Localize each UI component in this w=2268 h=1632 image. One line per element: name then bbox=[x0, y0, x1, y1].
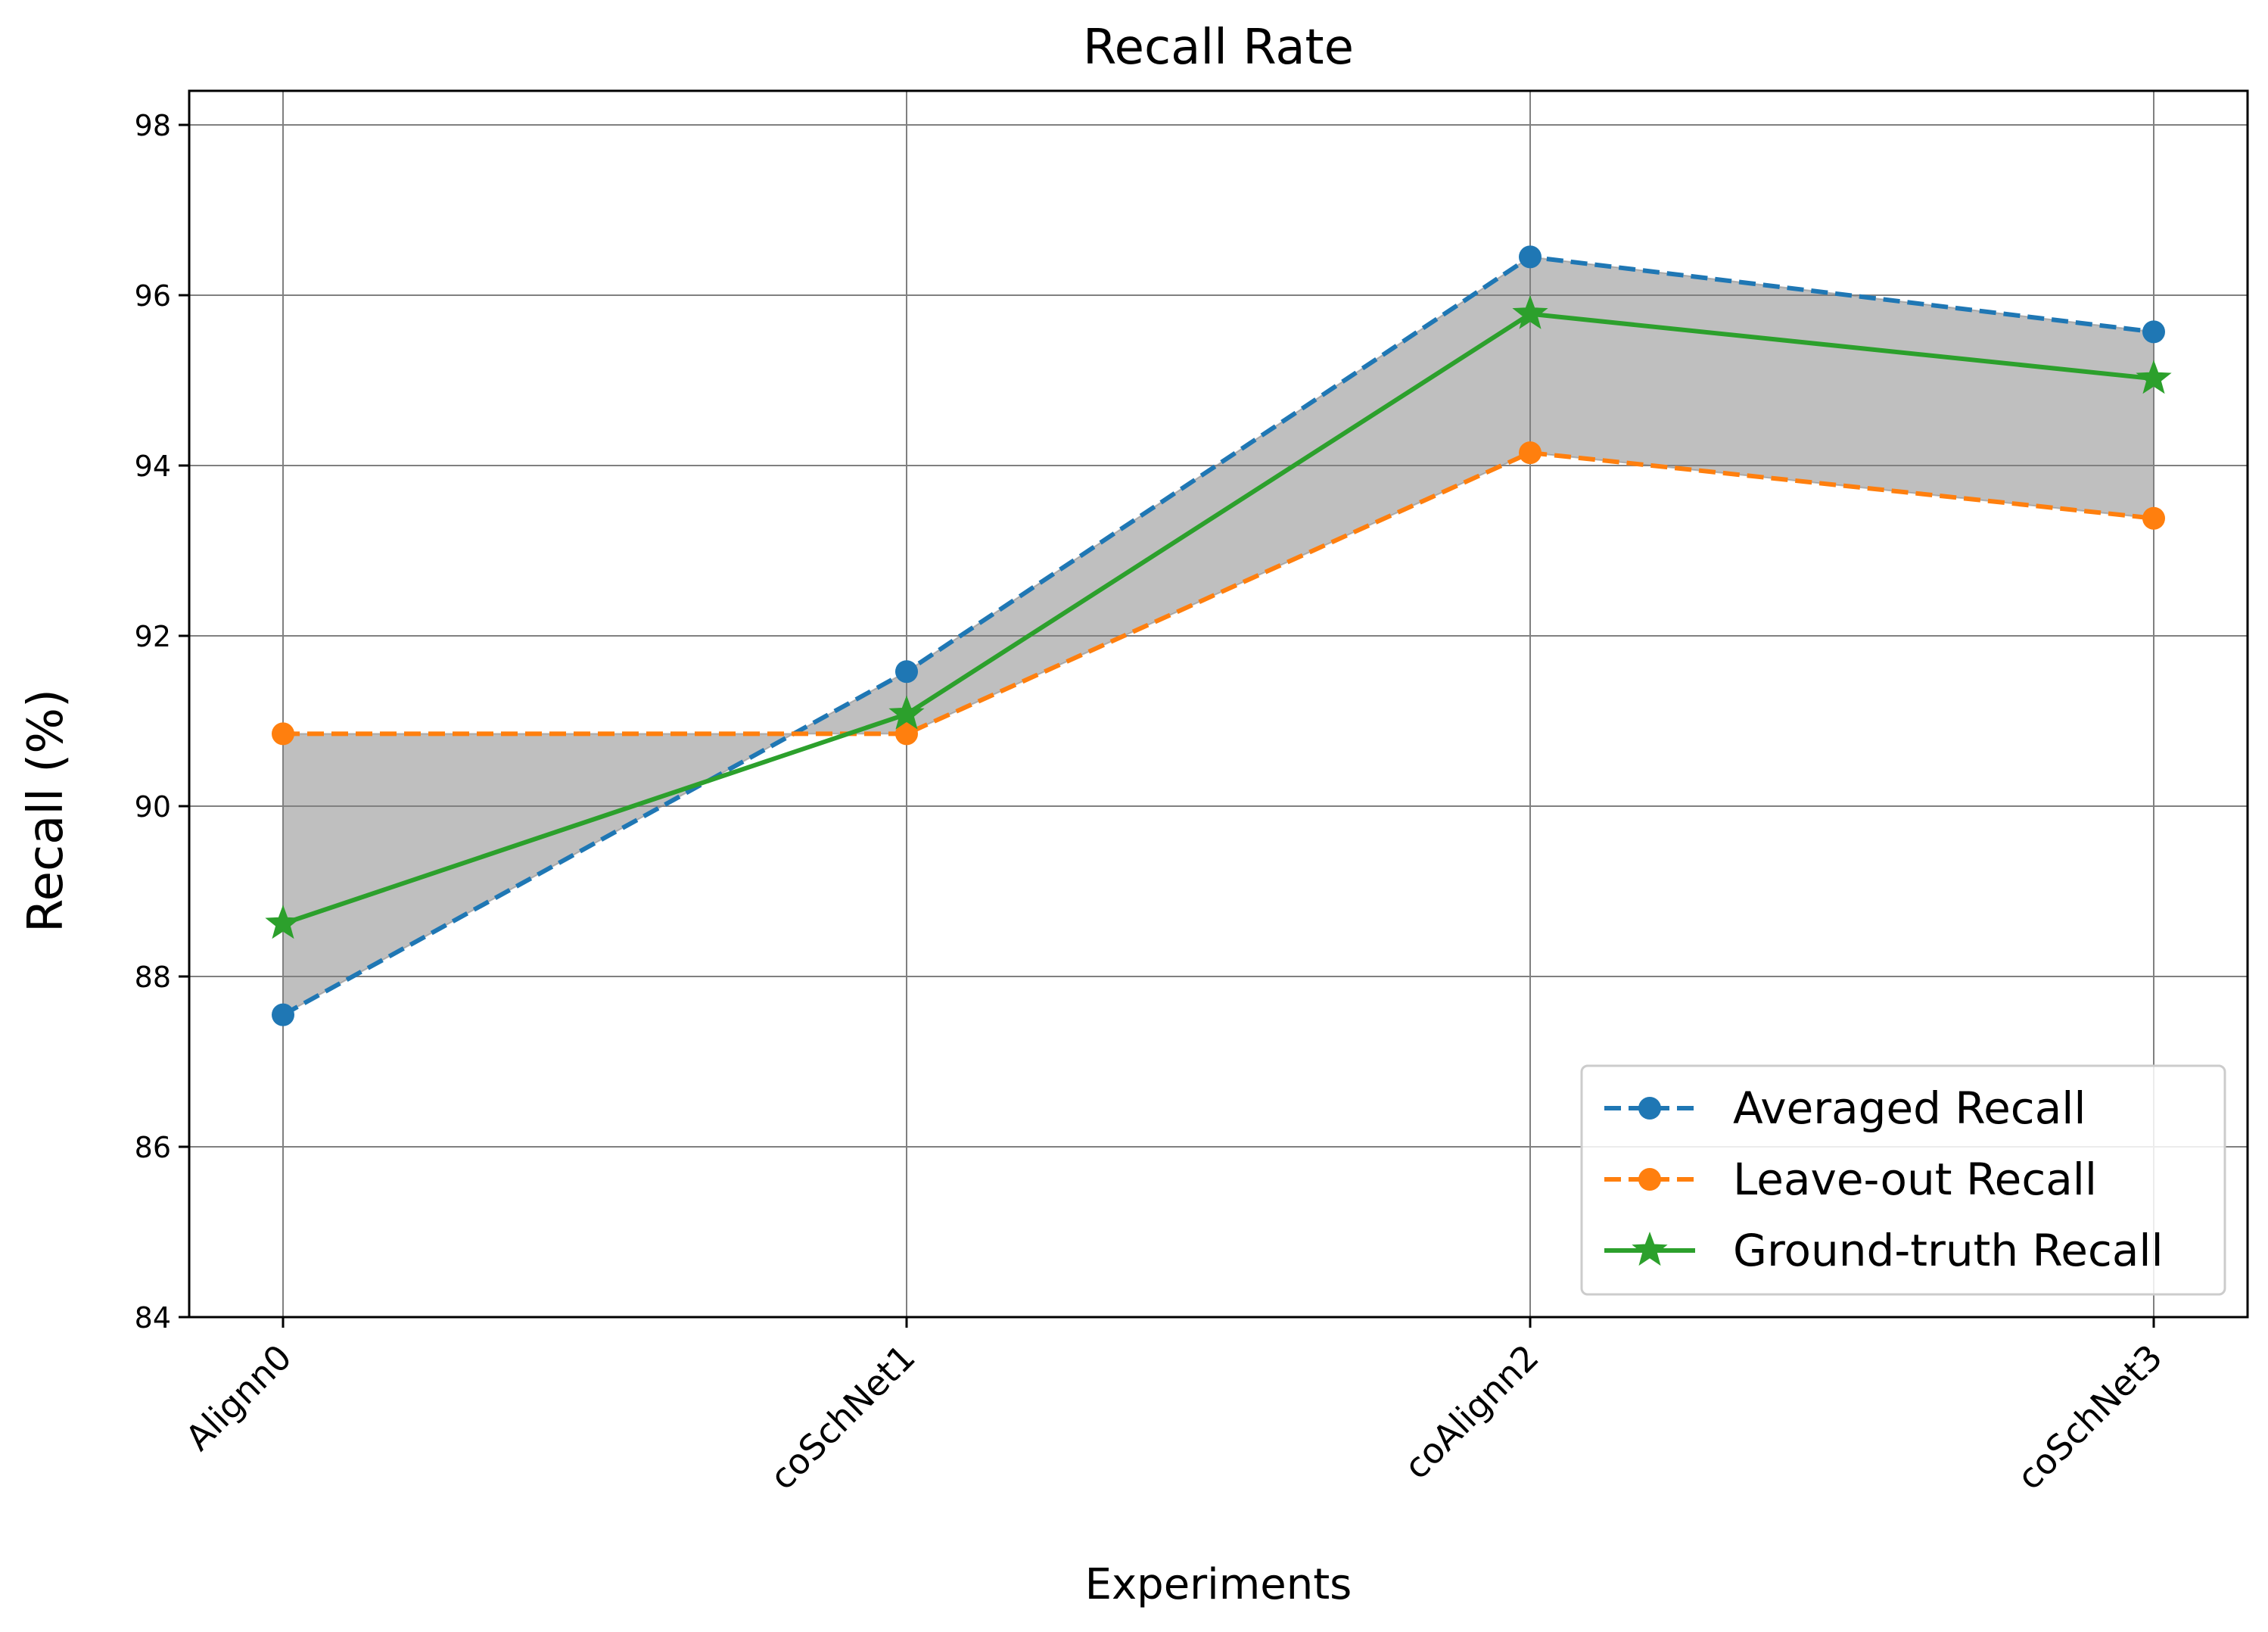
series-layer bbox=[265, 245, 2172, 1026]
series-ground-truth-recall bbox=[265, 294, 2172, 939]
data-point bbox=[2142, 320, 2165, 344]
data-point bbox=[1519, 245, 1542, 269]
data-point bbox=[1512, 294, 1548, 329]
series-averaged-recall bbox=[272, 245, 2165, 1026]
series-line bbox=[282, 311, 2154, 927]
y-tick-label: 96 bbox=[135, 279, 171, 313]
legend-item: Ground-truth Recall bbox=[1604, 1225, 2164, 1276]
legend-label: Averaged Recall bbox=[1733, 1082, 2086, 1134]
circle-marker bbox=[1638, 1168, 1661, 1191]
legend-label: Ground-truth Recall bbox=[1733, 1225, 2164, 1276]
data-point bbox=[272, 1003, 294, 1026]
data-point bbox=[895, 722, 918, 746]
legend-label: Leave-out Recall bbox=[1733, 1154, 2097, 1205]
y-tick-label: 88 bbox=[135, 961, 171, 994]
star-marker bbox=[1632, 1232, 1668, 1266]
data-point bbox=[2142, 506, 2165, 530]
y-tick-label: 94 bbox=[135, 450, 171, 483]
data-point bbox=[2136, 360, 2172, 394]
y-axis-label: Recall (%) bbox=[18, 689, 74, 933]
legend-item: Averaged Recall bbox=[1604, 1082, 2086, 1134]
data-point bbox=[888, 695, 925, 730]
legend-box bbox=[1580, 1064, 2226, 1296]
legend-item: Leave-out Recall bbox=[1604, 1154, 2097, 1205]
y-tick-label: 92 bbox=[135, 620, 171, 653]
data-point bbox=[895, 660, 918, 684]
data-point bbox=[1519, 441, 1542, 465]
plot-area-frame bbox=[188, 89, 2249, 1319]
y-tick-label: 98 bbox=[135, 109, 171, 142]
y-tick-label: 90 bbox=[135, 790, 171, 824]
y-tick-label: 86 bbox=[135, 1131, 171, 1164]
data-point bbox=[265, 905, 301, 939]
data-point bbox=[272, 722, 294, 746]
x-axis-label: Experiments bbox=[1085, 1560, 1352, 1609]
series-leave-out-recall bbox=[272, 441, 2165, 746]
y-axis-ticks: 84 86 88 90 92 94 96 98 bbox=[135, 109, 189, 1335]
y-tick-label: 84 bbox=[135, 1301, 171, 1335]
circle-marker bbox=[1638, 1097, 1661, 1120]
chart-title: Recall Rate bbox=[1083, 20, 1354, 76]
legend: Averaged Recall Leave-out Recall Ground-tr… bbox=[1580, 1064, 2226, 1296]
series-line bbox=[282, 254, 2154, 1017]
